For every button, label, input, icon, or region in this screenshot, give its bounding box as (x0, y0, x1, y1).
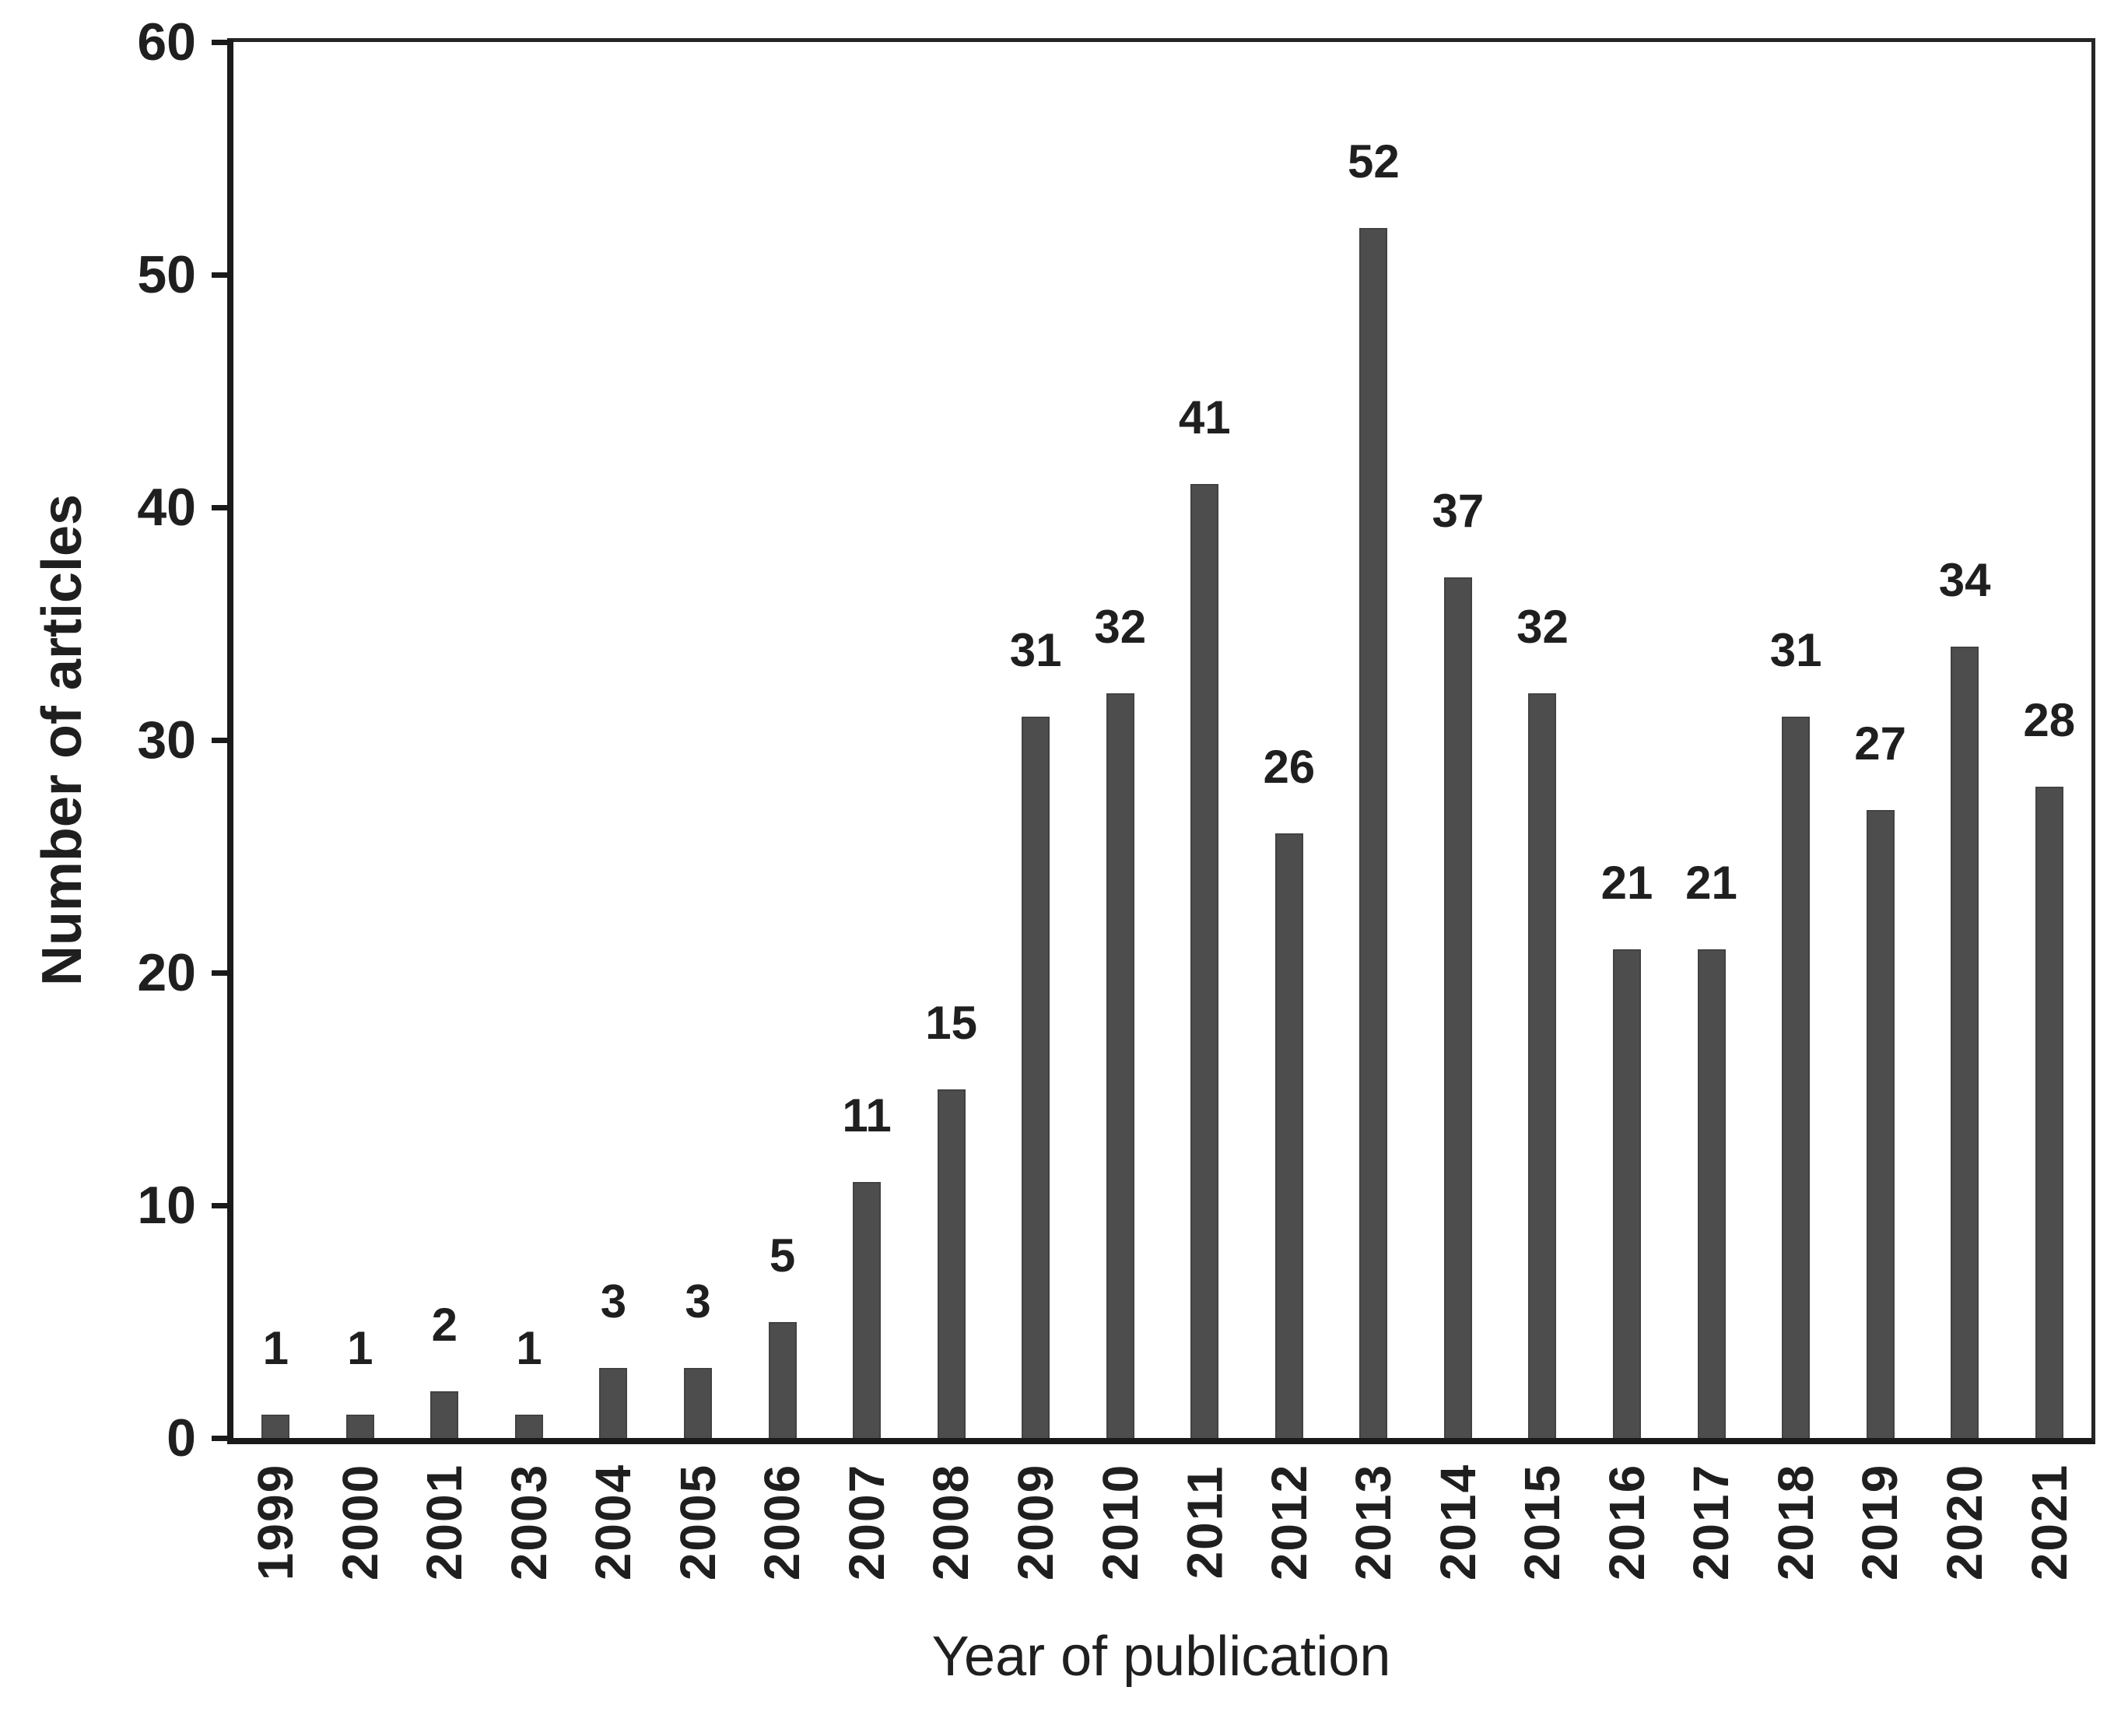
bar-value-label: 2 (431, 1299, 458, 1352)
y-tick-label: 40 (137, 478, 196, 537)
plot-area: 1 1 2 1 3 3 5 11 15 31 32 41 26 52 37 32 21 21 31 27 34 28 (227, 38, 2095, 1444)
bar-value-label: 15 (925, 996, 977, 1049)
bar-1999 (261, 1415, 290, 1438)
y-tick-label: 10 (137, 1176, 196, 1235)
x-tick-label-text: 2018 (1768, 1463, 1825, 1581)
x-tick-label-text: 2019 (1852, 1463, 1909, 1581)
bar-value-label: 1 (262, 1322, 289, 1375)
x-tick-label-text: 2004 (585, 1463, 642, 1581)
bar-value-label: 27 (1854, 717, 1906, 770)
bar-value-label: 1 (347, 1322, 373, 1375)
bar-value-label: 31 (1769, 624, 1822, 677)
x-tick-label-text: 2017 (1683, 1463, 1740, 1581)
bar-2021 (2035, 786, 2063, 1438)
x-tick-label-text: 2003 (500, 1463, 557, 1581)
bar-value-label: 21 (1600, 857, 1653, 910)
bar-2007 (853, 1182, 882, 1438)
y-tick-mark (212, 738, 233, 743)
x-tick-label-text: 2015 (1514, 1463, 1571, 1581)
x-tick-label-text: 2013 (1345, 1463, 1402, 1581)
bar-value-label: 52 (1347, 135, 1400, 188)
bar-2013 (1359, 228, 1388, 1438)
bar-value-label: 11 (842, 1089, 892, 1142)
x-tick-label-text: 2001 (416, 1463, 473, 1581)
x-tick-label-text: 2009 (1008, 1463, 1064, 1581)
bar-value-label: 28 (2023, 693, 2076, 746)
y-tick-label: 60 (137, 12, 196, 72)
bar-2012 (1274, 833, 1303, 1438)
y-tick-mark (212, 1203, 233, 1208)
x-tick-label-text: 2016 (1599, 1463, 1655, 1581)
bar-2004 (599, 1368, 628, 1438)
bar-2018 (1782, 717, 1811, 1438)
x-tick-label-text: 2020 (1937, 1463, 1993, 1581)
bar-2005 (684, 1368, 712, 1438)
y-tick-label: 0 (167, 1408, 196, 1468)
y-tick-mark (212, 970, 233, 976)
bar-value-label: 21 (1685, 857, 1737, 910)
y-tick-mark (212, 505, 233, 510)
bar-2003 (514, 1415, 543, 1438)
bar-value-label: 1 (516, 1322, 542, 1375)
x-tick-label-text: 2008 (923, 1463, 980, 1581)
x-tick-label-text: 2000 (331, 1463, 388, 1581)
x-tick-label-text: 2007 (839, 1463, 896, 1581)
x-tick-label: 2021 (1983, 1457, 2114, 1587)
x-tick-label-text: 2010 (1092, 1463, 1148, 1581)
x-tick-label-text: 1999 (247, 1463, 304, 1581)
bar-value-label: 3 (685, 1275, 711, 1328)
bar-value-label: 26 (1263, 740, 1316, 793)
bar-2009 (1022, 717, 1050, 1438)
bar-2015 (1528, 693, 1557, 1438)
y-tick-label: 30 (137, 710, 196, 770)
x-tick-label-text: 2014 (1429, 1463, 1486, 1581)
x-tick-label-text: 2005 (670, 1463, 726, 1581)
bar-2011 (1190, 484, 1219, 1438)
bar-value-label: 41 (1178, 391, 1231, 444)
bar-value-label: 5 (769, 1229, 796, 1282)
bar-2006 (768, 1321, 797, 1438)
bar-2010 (1106, 693, 1134, 1438)
bar-2008 (937, 1089, 966, 1438)
bar-value-label: 34 (1938, 554, 1991, 607)
x-tick-label-text: 2012 (1260, 1463, 1317, 1581)
x-tick-label-text: 2006 (754, 1463, 811, 1581)
bar-value-label: 3 (600, 1275, 627, 1328)
bar-2001 (430, 1391, 459, 1438)
bar-value-label: 31 (1009, 624, 1062, 677)
bar-2016 (1613, 949, 1641, 1438)
y-tick-mark (212, 272, 233, 278)
bar-value-label: 32 (1516, 601, 1569, 654)
y-tick-mark (212, 40, 233, 45)
bar-2017 (1697, 949, 1726, 1438)
y-tick-label: 50 (137, 245, 196, 304)
bar-value-label: 32 (1094, 601, 1147, 654)
x-axis-title: Year of publication (931, 1626, 1391, 1688)
y-tick-mark (212, 1436, 233, 1441)
y-tick-label: 20 (137, 943, 196, 1002)
x-tick-label-text: 2011 (1176, 1464, 1233, 1580)
bar-2000 (345, 1415, 374, 1438)
bar-value-label: 37 (1432, 484, 1485, 537)
bar-2014 (1443, 577, 1472, 1438)
x-tick-label-text: 2021 (2021, 1463, 2077, 1581)
bar-2020 (1951, 647, 1979, 1438)
bar-2019 (1866, 809, 1895, 1438)
